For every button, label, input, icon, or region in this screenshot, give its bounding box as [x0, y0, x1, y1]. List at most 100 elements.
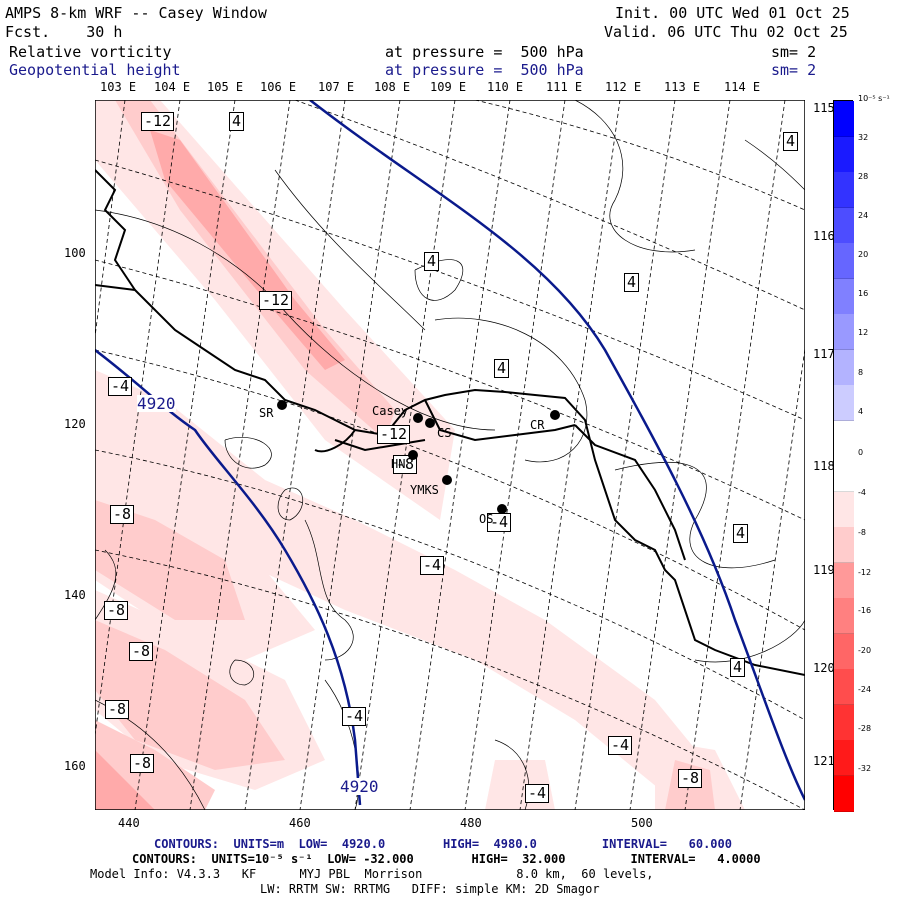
contour-label: -8 [104, 601, 129, 620]
footer-height-contours: CONTOURS: UNITS=m LOW= 4920.0 HIGH= 4980… [154, 837, 732, 851]
colorbar-tick: 12 [858, 328, 869, 337]
station-label: HN [391, 457, 406, 471]
contour-label: 4 [730, 658, 746, 677]
contour-label: -4 [342, 707, 367, 726]
contour-label: -4 [420, 556, 445, 575]
valid-time: Valid. 06 UTC Thu 02 Oct 25 [604, 23, 848, 41]
colorbar-tick: -4 [858, 488, 866, 497]
contour-label: -12 [259, 291, 293, 310]
colorbar-unit: 10⁻⁵ s⁻¹ [858, 94, 890, 103]
contour-label: -4 [525, 784, 550, 803]
colorbar-tick: 16 [858, 289, 869, 298]
height-contour-label: 4920 [137, 394, 176, 413]
station-label: CR [530, 418, 545, 432]
colorbar-segment [834, 243, 854, 279]
lon-label: 105 E [207, 80, 244, 94]
colorbar-segment [834, 562, 854, 599]
map-title: AMPS 8-km WRF -- Casey Window [5, 4, 267, 22]
station-label: OS [479, 512, 494, 526]
x-tick-label: 440 [118, 816, 140, 830]
colorbar-tick: -32 [858, 764, 872, 773]
colorbar-tick: 0 [858, 448, 864, 457]
lon-label: 109 E [430, 80, 467, 94]
footer-model-info: Model Info: V4.3.3 KF MYJ PBL Morrison 8… [90, 867, 654, 881]
lon-label: 111 E [546, 80, 583, 94]
x-tick-label: 480 [460, 816, 482, 830]
colorbar-segment [834, 349, 854, 386]
y-tick-label: 140 [64, 588, 86, 602]
colorbar-tick: 4 [858, 407, 864, 416]
station-dot [408, 450, 418, 460]
vorticity-shading [95, 100, 745, 810]
colorbar-segment [834, 420, 854, 457]
colorbar-segment [834, 207, 854, 244]
lon-label: 113 E [664, 80, 701, 94]
station-dot [277, 400, 287, 410]
station-dot [413, 413, 423, 423]
height-contour-label: 4920 [340, 777, 379, 796]
station-label: Casey [372, 404, 409, 418]
forecast-hour: Fcst. 30 h [5, 23, 123, 41]
colorbar-tick: 28 [858, 172, 869, 181]
contour-label: 4 [424, 252, 440, 271]
contour-label: 4 [494, 359, 510, 378]
station-dot [497, 504, 507, 514]
colorbar-segment [834, 172, 854, 208]
colorbar-segment [834, 136, 854, 173]
init-time: Init. 00 UTC Wed 01 Oct 25 [615, 4, 850, 22]
colorbar [833, 100, 854, 812]
colorbar-segment [834, 527, 854, 563]
colorbar-segment [834, 740, 854, 776]
colorbar-tick: -16 [858, 606, 872, 615]
y-tick-label: 100 [64, 246, 86, 260]
contour-label: -4 [108, 377, 133, 396]
contour-label: 4 [229, 112, 245, 131]
pressure-level-vorticity: at pressure = 500 hPa [385, 43, 584, 61]
field-name-vorticity: Relative vorticity [9, 43, 172, 61]
colorbar-tick: -28 [858, 724, 872, 733]
lon-label: 108 E [374, 80, 411, 94]
colorbar-segment [834, 385, 854, 421]
colorbar-segment [834, 101, 854, 137]
lon-label: 112 E [605, 80, 642, 94]
colorbar-segment [834, 775, 854, 812]
contour-label: -8 [105, 700, 130, 719]
colorbar-segment [834, 704, 854, 741]
station-dot [442, 475, 452, 485]
smoothing-vorticity: sm= 2 [771, 43, 817, 61]
lon-label: 114 E [724, 80, 761, 94]
colorbar-tick: -24 [858, 685, 872, 694]
contour-label: -4 [608, 736, 633, 755]
station-dot [425, 418, 435, 428]
colorbar-tick: 32 [858, 133, 869, 142]
colorbar-segment [834, 314, 854, 350]
colorbar-segment [834, 278, 854, 315]
colorbar-segment [834, 456, 854, 492]
station-dot [550, 410, 560, 420]
colorbar-tick: -12 [858, 568, 872, 577]
y-tick-label: 160 [64, 759, 86, 773]
contour-label: -12 [141, 112, 175, 131]
map-plot [95, 100, 805, 810]
contour-label: -8 [678, 769, 703, 788]
colorbar-tick: 20 [858, 250, 869, 259]
coastline [95, 169, 805, 676]
x-tick-label: 500 [631, 816, 653, 830]
contour-label: 4 [733, 524, 749, 543]
latlon-grid [95, 100, 805, 810]
contour-label: -8 [130, 754, 155, 773]
station-label: YMKS [410, 483, 439, 497]
y-tick-label: 120 [64, 417, 86, 431]
colorbar-tick: 24 [858, 211, 869, 220]
smoothing-height: sm= 2 [771, 61, 817, 79]
contour-label: -12 [377, 425, 411, 444]
pressure-level-height: at pressure = 500 hPa [385, 61, 584, 79]
colorbar-tick: 8 [858, 368, 864, 377]
footer-vorticity-contours: CONTOURS: UNITS=10⁻⁵ s⁻¹ LOW= -32.000 HI… [132, 852, 761, 866]
station-label: SR [259, 406, 274, 420]
colorbar-tick: -20 [858, 646, 872, 655]
station-label: CS [437, 426, 452, 440]
lon-label: 110 E [487, 80, 524, 94]
lon-label: 104 E [154, 80, 191, 94]
footer-physics-info: LW: RRTM SW: RRTMG DIFF: simple KM: 2D S… [260, 882, 600, 896]
